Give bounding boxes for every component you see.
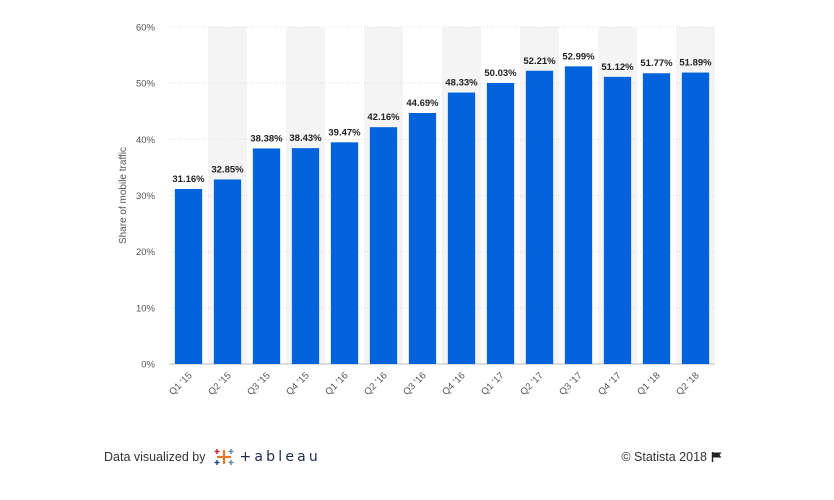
bar-value-label: 39.47% <box>328 127 361 138</box>
bar <box>486 82 515 364</box>
bar-value-label: 51.89% <box>679 58 712 69</box>
bar-value-label: 51.12% <box>601 62 634 73</box>
visualized-by-text: Data visualized by <box>104 450 206 464</box>
bar-value-label: 42.16% <box>367 112 400 123</box>
tableau-cross-icon <box>214 449 234 465</box>
bar <box>174 188 203 364</box>
x-tick-label: Q4 '17 <box>596 370 623 397</box>
x-tick-label: Q2 '18 <box>674 370 701 397</box>
x-tick-label: Q1 '18 <box>635 370 662 397</box>
bar-value-label: 51.77% <box>640 58 673 69</box>
bar <box>213 179 242 364</box>
x-tick-label: Q2 '16 <box>362 370 389 397</box>
y-tick-label: 20% <box>136 247 156 258</box>
x-tick-label: Q1 '15 <box>167 370 194 397</box>
y-tick-label: 0% <box>141 360 155 371</box>
x-tick-label: Q1 '16 <box>323 370 350 397</box>
y-tick-label: 10% <box>136 303 156 314</box>
statista-credit[interactable]: © Statista 2018 <box>621 447 723 467</box>
bar-value-label: 52.99% <box>562 51 595 62</box>
bar-value-label: 38.38% <box>250 133 283 144</box>
x-tick-label: Q4 '16 <box>440 370 467 397</box>
x-tick-label: Q3 '16 <box>401 370 428 397</box>
x-tick-label: Q2 '17 <box>518 370 545 397</box>
y-tick-label: 30% <box>136 191 156 202</box>
bar-value-label: 48.33% <box>445 78 478 89</box>
bar-value-label: 52.21% <box>523 56 556 67</box>
y-tick-label: 40% <box>136 135 156 146</box>
y-axis-title: Share of mobile traffic <box>118 147 129 244</box>
bar <box>330 142 359 364</box>
x-tick-label: Q3 '15 <box>245 370 272 397</box>
bar-value-label: 38.43% <box>289 133 322 144</box>
y-tick-label: 60% <box>136 23 156 34</box>
flag-icon[interactable] <box>711 451 723 463</box>
tableau-attribution[interactable]: Data visualized by +ableau <box>104 447 321 467</box>
bar-value-label: 31.16% <box>172 174 205 185</box>
copyright-text: © Statista 2018 <box>621 450 707 464</box>
bar-value-label: 32.85% <box>211 164 244 175</box>
bar <box>681 72 710 364</box>
x-tick-label: Q2 '15 <box>206 370 233 397</box>
bar-value-label: 44.69% <box>406 98 439 109</box>
x-tick-label: Q4 '15 <box>284 370 311 397</box>
bar <box>408 112 437 364</box>
bar <box>525 70 554 364</box>
tableau-logo[interactable]: +ableau <box>213 447 321 467</box>
bar <box>252 148 281 364</box>
tableau-logo-text: +ableau <box>239 449 322 465</box>
bar <box>369 127 398 365</box>
bar-value-label: 50.03% <box>484 68 517 79</box>
y-tick-label: 50% <box>136 79 156 90</box>
bar <box>291 148 320 364</box>
bar <box>447 92 476 364</box>
chart: 0% 10% 20% 30% 40% 50% 60% 31.16% Q1 '15 32.85% Q2… <box>118 23 715 398</box>
bar <box>603 76 632 364</box>
x-tick-label: Q3 '17 <box>557 370 584 397</box>
bar <box>564 66 593 364</box>
x-tick-label: Q1 '17 <box>479 370 506 397</box>
bar <box>642 73 671 365</box>
